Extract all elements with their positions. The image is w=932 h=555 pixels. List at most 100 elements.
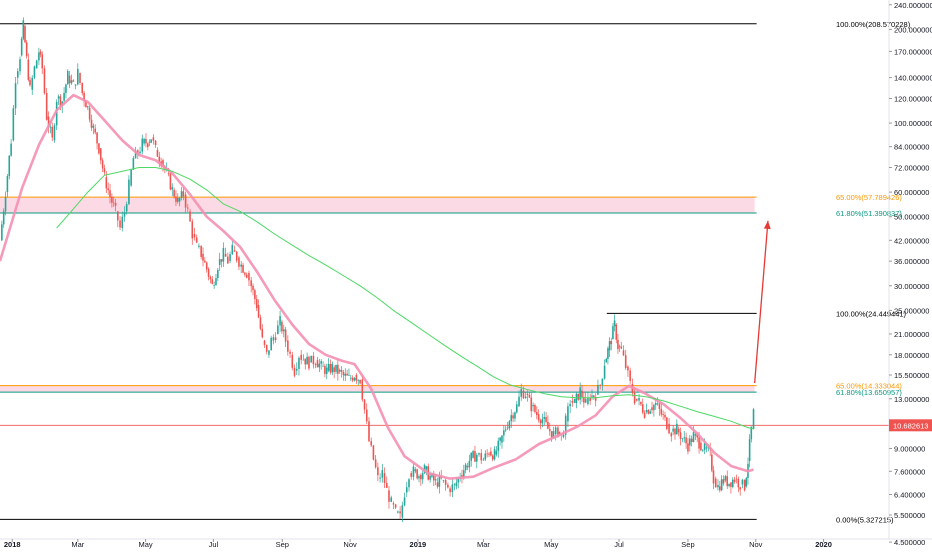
candle-body	[422, 473, 424, 479]
candle-body	[715, 479, 717, 488]
candle-body	[324, 366, 326, 374]
candle-body	[238, 257, 240, 266]
candle-body	[246, 275, 248, 278]
candle-body	[343, 372, 345, 375]
candle-body	[304, 359, 306, 365]
candle-body	[732, 480, 734, 487]
candle-body	[492, 456, 494, 460]
candle-body	[666, 417, 668, 429]
candle-body	[202, 254, 204, 261]
candle-body	[69, 76, 71, 84]
candle-body	[749, 439, 751, 461]
candle-body	[649, 411, 651, 414]
candle-body	[100, 148, 102, 160]
candle-body	[107, 188, 109, 190]
candle-body	[71, 80, 73, 83]
candle-body	[617, 340, 619, 349]
time-tick-label-5: Nov	[343, 540, 357, 549]
candle-body	[115, 203, 117, 206]
price-tick-label-12: 30.000000	[894, 282, 929, 291]
candle-body	[128, 180, 130, 204]
price-tick-label-0: 240.000000	[894, 1, 932, 10]
candle-body	[117, 211, 119, 220]
candle-body	[215, 278, 217, 285]
candle-body	[252, 286, 254, 290]
candle-body	[629, 370, 631, 380]
price-candles	[1, 17, 754, 522]
candle-body	[7, 176, 9, 192]
candle-body	[525, 397, 527, 398]
price-tick-label-10: 42.000000	[894, 236, 929, 245]
candle-body	[179, 198, 181, 201]
candle-body	[437, 482, 439, 486]
candle-body	[532, 405, 534, 406]
candle-body	[503, 430, 505, 435]
candle-body	[379, 478, 381, 479]
candle-body	[615, 325, 617, 340]
candle-body	[410, 473, 412, 477]
candle-body	[723, 479, 725, 483]
price-tick-label-4: 120.000000	[894, 94, 932, 103]
candle-body	[285, 329, 287, 341]
candle-body	[395, 504, 397, 507]
candle-body	[753, 409, 755, 429]
price-tick-label-15: 18.000000	[894, 351, 929, 360]
candle-body	[283, 329, 285, 331]
candle-body	[106, 177, 108, 188]
candle-body	[634, 393, 636, 403]
candle-body	[339, 370, 341, 372]
candle-body	[362, 379, 364, 399]
time-tick-label-2: May	[139, 540, 153, 549]
candle-body	[359, 380, 361, 384]
candle-body	[676, 424, 678, 435]
candle-body	[377, 467, 379, 475]
candle-body	[31, 78, 33, 90]
candle-body	[472, 451, 474, 458]
candle-body	[483, 460, 485, 461]
candle-body	[221, 259, 223, 261]
candle-body	[738, 479, 740, 487]
candle-body	[254, 290, 256, 299]
candle-body	[659, 403, 661, 409]
candle-body	[155, 141, 157, 145]
candle-body	[591, 395, 593, 396]
candle-body	[183, 191, 185, 196]
candle-body	[21, 39, 23, 56]
candle-body	[534, 405, 536, 412]
candle-body	[250, 280, 252, 286]
candle-body	[638, 398, 640, 401]
candle-body	[687, 443, 689, 451]
candle-body	[348, 375, 350, 376]
candle-body	[691, 439, 693, 442]
candle-body	[102, 160, 104, 168]
candle-body	[567, 406, 569, 421]
candle-body	[476, 455, 478, 462]
candle-body	[149, 142, 151, 143]
candle-body	[313, 356, 315, 365]
price-axis[interactable]: 240.000000 200.000000 170.000000 140.000000…	[889, 0, 932, 547]
candle-body	[189, 211, 191, 221]
candle-body	[306, 357, 308, 365]
candle-body	[527, 394, 529, 395]
candle-body	[198, 246, 200, 247]
candle-body	[19, 59, 21, 71]
candle-body	[50, 127, 52, 128]
candle-body	[700, 443, 702, 451]
time-tick-label-3: Jul	[209, 540, 219, 549]
candle-body	[640, 402, 642, 404]
candle-body	[706, 448, 708, 449]
candle-body	[139, 152, 141, 154]
candle-body	[96, 133, 98, 144]
candle-body	[75, 84, 77, 85]
candle-body	[93, 126, 95, 128]
candle-body	[682, 439, 684, 440]
candle-body	[719, 486, 721, 490]
candle-body	[612, 326, 614, 339]
candle-body	[229, 254, 231, 261]
time-axis[interactable]: 2018 Mar May Jul Sep Nov 2019 Mar May Jul Sep Nov 20…	[0, 539, 932, 549]
candle-body	[150, 139, 152, 142]
candle-body	[672, 429, 674, 432]
arrow-head	[764, 221, 771, 229]
